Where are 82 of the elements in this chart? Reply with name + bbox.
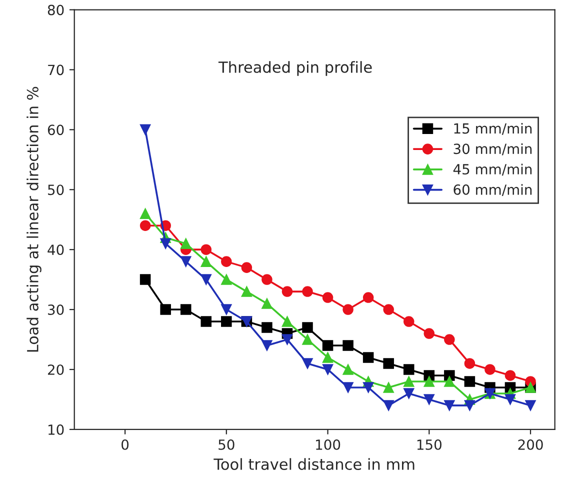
y-tick-label: 40 [48,244,64,256]
y-tick-label: 70 [48,64,64,76]
point [424,394,435,405]
point [403,388,414,399]
point [302,358,313,369]
legend-label: 30 mm/min [454,143,532,156]
legend-label: 45 mm/min [453,164,532,176]
point [241,262,252,273]
point [282,334,293,345]
point [140,220,151,231]
point [180,304,192,315]
point [383,400,394,411]
point [200,244,212,255]
y-axis-title: Load acting at linear direction in % [26,86,42,352]
point [160,238,171,249]
point [424,376,435,387]
point [200,316,212,327]
point [362,292,374,303]
point [302,334,313,345]
y-tick-label: 80 [48,4,64,16]
point [484,364,496,375]
point [383,358,394,369]
point [424,328,435,339]
point [160,304,171,315]
legend-label: 60 mm/min [454,184,532,196]
point [140,208,151,219]
point [403,316,414,327]
annotation: Threaded pin profile [218,61,372,76]
x-tick-label: 50 [218,439,234,450]
point [241,286,252,297]
point [362,352,374,363]
point [322,292,334,303]
point [302,286,313,297]
point [342,304,354,315]
x-tick-label: 100 [316,439,340,450]
point [282,316,293,327]
point [221,274,232,285]
point [200,274,212,285]
point [464,400,476,411]
point [322,340,334,351]
point [504,394,516,405]
legend-label: 15 mm/min [454,122,532,135]
point [525,400,536,411]
point [342,340,354,351]
point [444,400,455,411]
point [221,304,232,315]
point [464,358,476,369]
point [403,364,414,375]
point [342,364,354,375]
point [322,364,334,375]
point [464,376,476,387]
point [262,274,272,285]
point [302,322,313,333]
point [180,256,192,267]
y-tick-label: 30 [48,304,64,316]
y-tick-label: 10 [48,424,64,435]
y-tick-label: 20 [48,364,64,375]
point [322,352,334,363]
point [504,370,516,381]
point [342,382,354,393]
point [180,238,192,249]
point [362,382,374,393]
point [221,256,232,267]
point [383,304,394,315]
point [444,334,455,345]
point [140,274,151,285]
x-tick-label: 200 [518,439,543,450]
point [262,322,272,333]
point [200,256,212,267]
point [262,340,272,351]
x-tick-label: 0 [122,439,129,450]
point [403,376,414,387]
x-tick-label: 150 [417,439,442,450]
y-tick-label: 60 [48,124,64,136]
x-axis-title: Tool travel distance in mm [214,458,414,470]
point [444,376,455,387]
point [140,124,151,136]
point [221,316,232,327]
point [282,286,293,297]
y-tick-label: 50 [48,184,64,196]
point [383,382,394,393]
point [262,298,272,309]
